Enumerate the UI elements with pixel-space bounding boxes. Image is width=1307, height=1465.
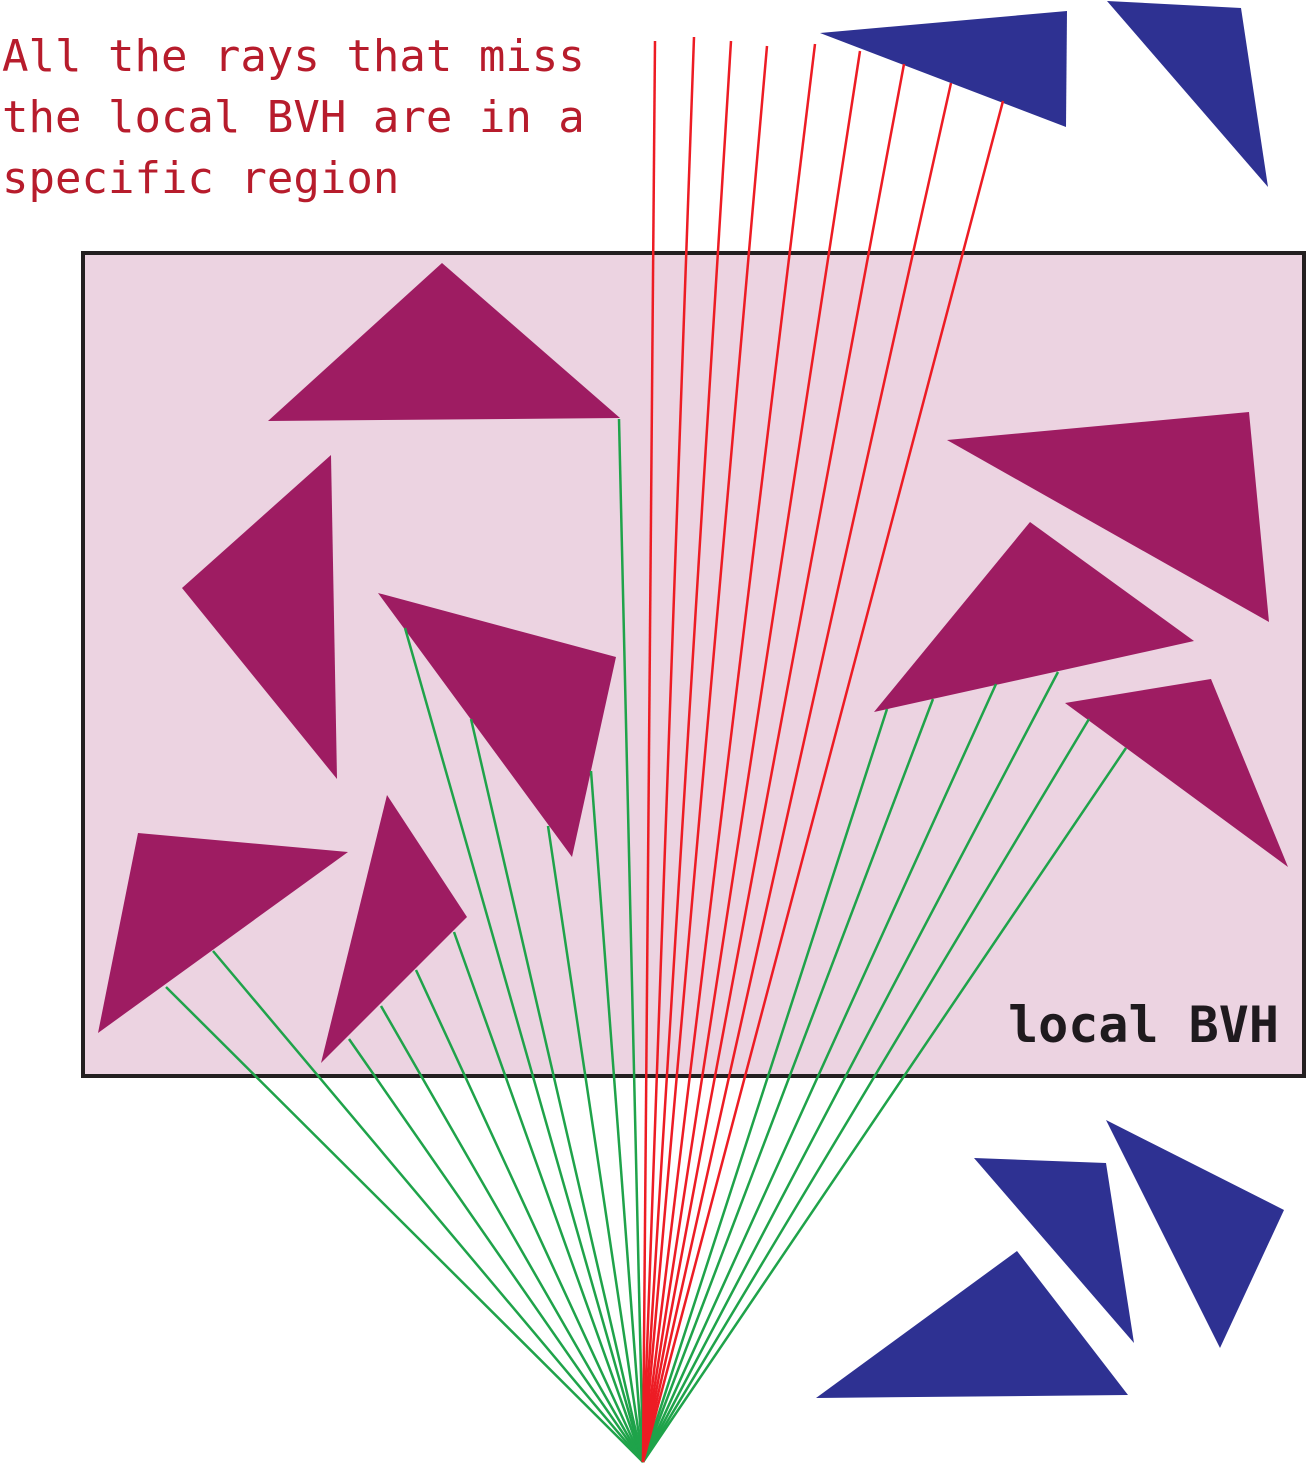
hit-ray — [641, 747, 1128, 1463]
outside-triangle — [1107, 1, 1268, 187]
caption-line: specific region — [2, 153, 400, 204]
hit-ray — [546, 825, 645, 1463]
local-bvh-label: local BVH — [1008, 996, 1279, 1054]
miss-ray — [641, 82, 953, 1463]
hit-ray — [641, 698, 935, 1463]
hit-ray — [641, 683, 998, 1463]
hit-rays — [165, 418, 1128, 1463]
local-triangle — [98, 833, 348, 1033]
hit-ray — [452, 931, 645, 1463]
miss-ray — [641, 100, 1005, 1463]
hit-ray — [641, 718, 1091, 1463]
local-triangle — [378, 593, 616, 857]
hit-ray — [641, 671, 1060, 1463]
outside-triangle — [1106, 1120, 1284, 1348]
miss-ray — [641, 40, 733, 1463]
hit-ray — [414, 969, 645, 1463]
miss-ray — [641, 36, 696, 1463]
hit-ray — [212, 950, 644, 1463]
outside-triangle — [820, 11, 1067, 127]
hit-ray — [617, 418, 645, 1463]
miss-ray — [641, 40, 657, 1463]
caption: All the rays that miss the local BVH are… — [2, 26, 585, 209]
local-triangle — [947, 412, 1269, 622]
miss-rays — [641, 36, 1005, 1463]
local-triangle — [1065, 679, 1288, 867]
local-triangle — [874, 522, 1194, 712]
miss-ray — [641, 43, 817, 1463]
hit-ray — [469, 718, 645, 1463]
local-triangles — [98, 263, 1288, 1063]
hit-ray — [347, 1038, 645, 1463]
caption-line: the local BVH are in a — [2, 92, 585, 143]
local-triangle — [268, 263, 620, 421]
hit-ray — [379, 1005, 645, 1463]
miss-ray — [641, 45, 769, 1463]
hit-ray — [641, 708, 889, 1463]
local-triangle — [321, 795, 467, 1063]
outside-triangle — [974, 1158, 1134, 1343]
caption-line: All the rays that miss — [2, 31, 585, 82]
miss-ray — [641, 63, 906, 1463]
hit-ray — [403, 627, 645, 1463]
hit-ray — [165, 986, 644, 1463]
local-triangle — [182, 455, 337, 779]
miss-ray — [641, 50, 862, 1463]
outside-triangle — [816, 1251, 1128, 1398]
hit-ray — [589, 770, 645, 1463]
outside-triangles — [816, 1, 1284, 1398]
